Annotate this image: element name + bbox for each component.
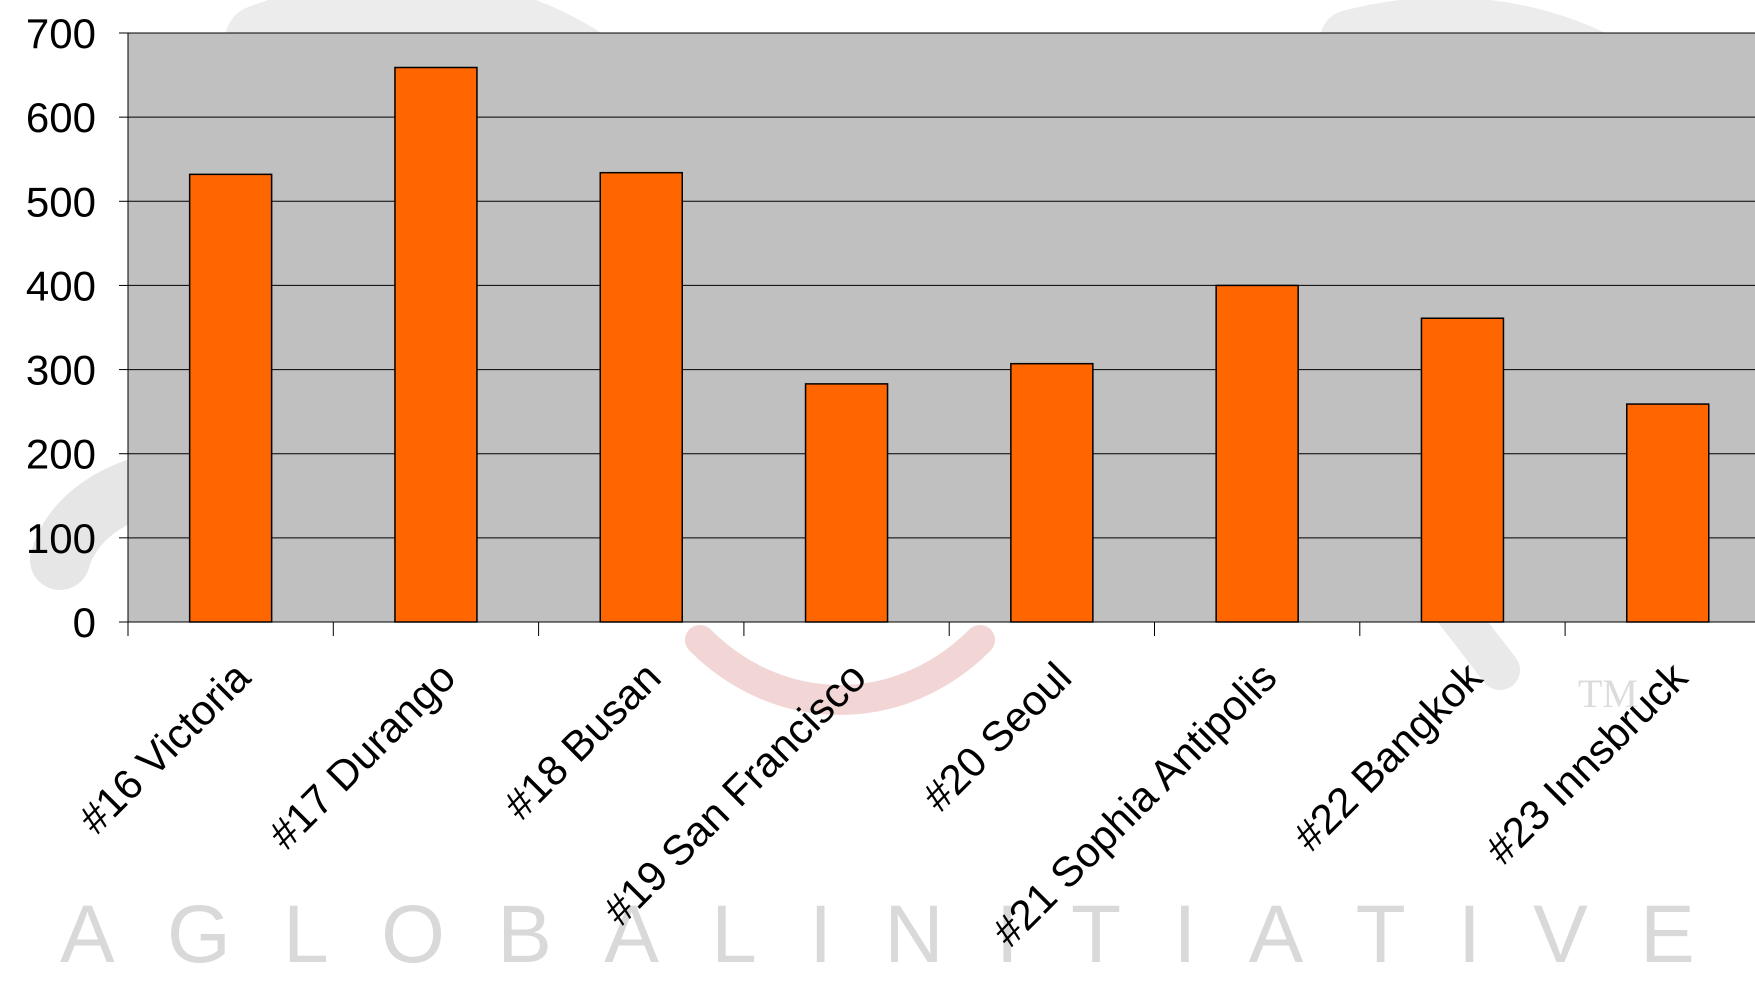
bar (1010, 362, 1094, 623)
bar (394, 66, 478, 623)
x-category-label: #17 Durango (259, 653, 464, 858)
watermark-letter: I (995, 889, 1019, 980)
watermark-letter: L (283, 889, 329, 980)
watermark-letter: T (1071, 889, 1122, 980)
watermark-letter: L (711, 889, 757, 980)
watermark-letter: B (497, 889, 552, 980)
watermark-letter: T (1355, 889, 1406, 980)
trademark-mark: TM (1578, 671, 1638, 716)
x-category-label: #23 Innsbruck (1476, 652, 1696, 872)
watermark-letter: A (604, 889, 659, 980)
y-tick-label: 700 (26, 10, 96, 57)
x-category-label: #18 Busan (494, 653, 669, 828)
y-tick-label: 500 (26, 178, 96, 225)
y-tick-label: 600 (26, 94, 96, 141)
bar (804, 383, 889, 623)
watermark-letter: N (884, 889, 944, 980)
watermark-letter: A (60, 889, 115, 980)
bar (1626, 403, 1710, 623)
bar (188, 173, 273, 623)
x-category-label: #16 Victoria (69, 653, 259, 843)
x-category-label: #22 Bangkok (1284, 652, 1491, 859)
y-tick-label: 400 (26, 262, 96, 309)
watermark-letter: A (1248, 889, 1304, 980)
watermark-letter: G (167, 889, 231, 980)
bar (599, 171, 683, 623)
watermark-letter: O (381, 889, 445, 980)
watermark-letter: I (809, 889, 833, 980)
watermark-swoosh-center (685, 625, 995, 715)
watermark-letter: E (1640, 889, 1695, 980)
plot-area (128, 33, 1755, 622)
y-tick-label: 0 (73, 599, 96, 646)
watermark-text: A G L O B A L I N I T I A T I V E (0, 880, 1755, 990)
y-tick-label: 200 (26, 431, 96, 478)
bar (1420, 317, 1505, 623)
x-category-label: #20 Seoul (913, 653, 1080, 820)
watermark-letter: I (1458, 889, 1481, 980)
y-tick-label: 100 (26, 515, 96, 562)
bar (1215, 284, 1299, 623)
y-tick-label: 300 (26, 347, 96, 394)
watermark-letter: I (1173, 889, 1197, 980)
watermark-letter: V (1533, 889, 1588, 980)
